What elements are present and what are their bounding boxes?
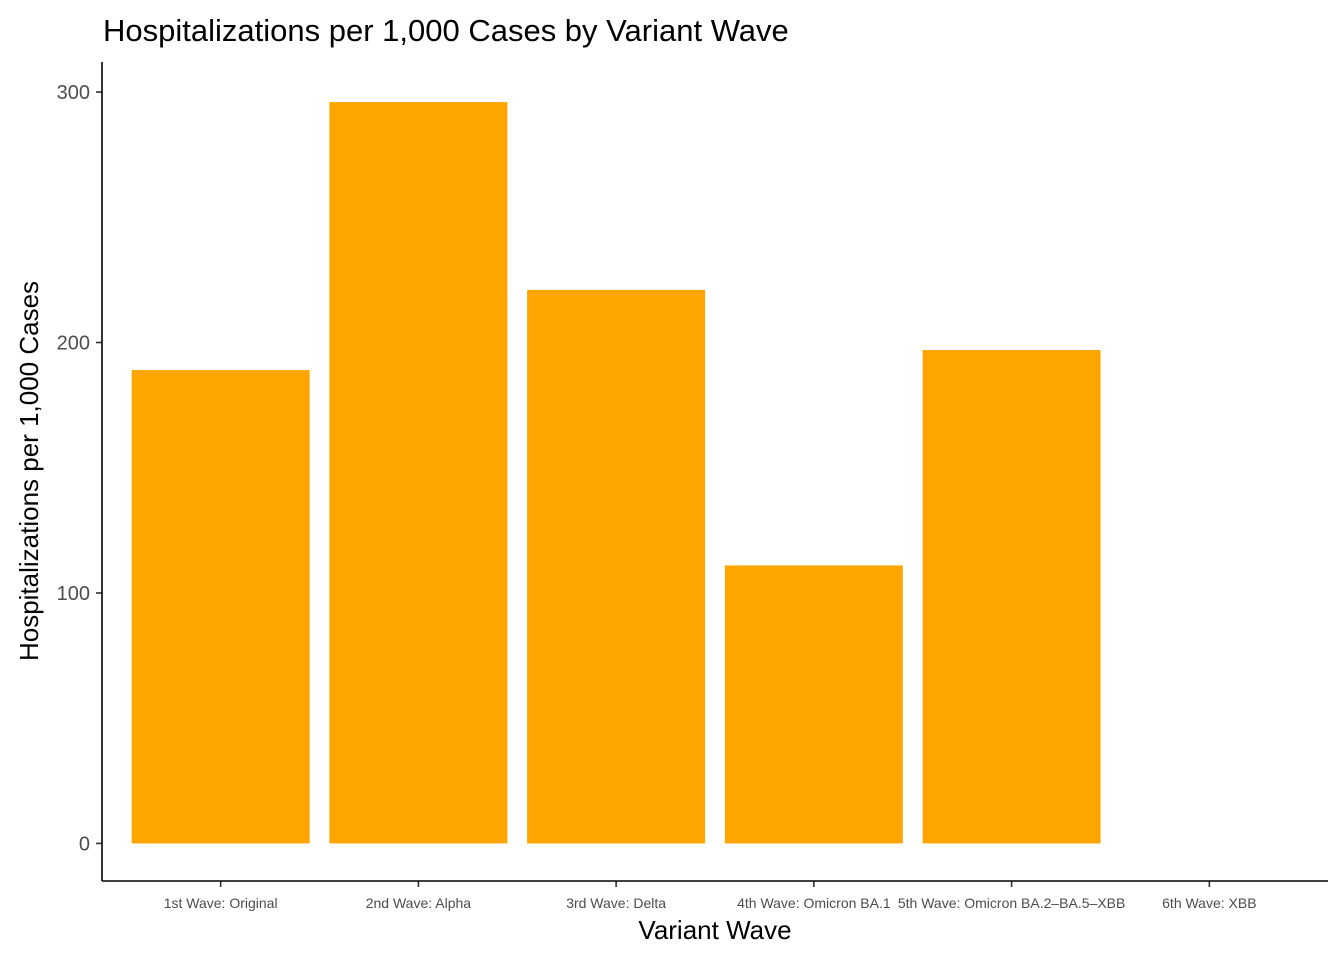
bar-1: [131, 370, 310, 844]
x-tick-label: 6th Wave: XBB: [1162, 895, 1256, 911]
bars-group: [131, 102, 1101, 844]
x-tick-label: 1st Wave: Original: [164, 895, 278, 911]
x-tick-label: 2nd Wave: Alpha: [366, 895, 472, 911]
x-tick-label: 4th Wave: Omicron BA.1: [737, 895, 891, 911]
chart-title: Hospitalizations per 1,000 Cases by Vari…: [103, 13, 789, 48]
y-axis-title: Hospitalizations per 1,000 Cases: [14, 281, 44, 661]
bar-3: [527, 289, 706, 844]
x-axis-ticks: 1st Wave: Original 2nd Wave: Alpha 3rd Wav…: [164, 881, 1257, 911]
y-axis-ticks: 0 100 200 300: [57, 82, 102, 855]
bar-5: [922, 350, 1101, 844]
bar-2: [329, 102, 508, 844]
y-tick-label: 100: [57, 583, 90, 605]
y-tick-label: 200: [57, 333, 90, 355]
x-tick-label: 5th Wave: Omicron BA.2–BA.5–XBB: [898, 895, 1125, 911]
y-tick-label: 300: [57, 82, 90, 104]
x-tick-label: 3rd Wave: Delta: [566, 895, 666, 911]
y-tick-label: 0: [79, 833, 90, 855]
bar-4: [724, 565, 903, 844]
x-axis-title: Variant Wave: [638, 915, 791, 945]
